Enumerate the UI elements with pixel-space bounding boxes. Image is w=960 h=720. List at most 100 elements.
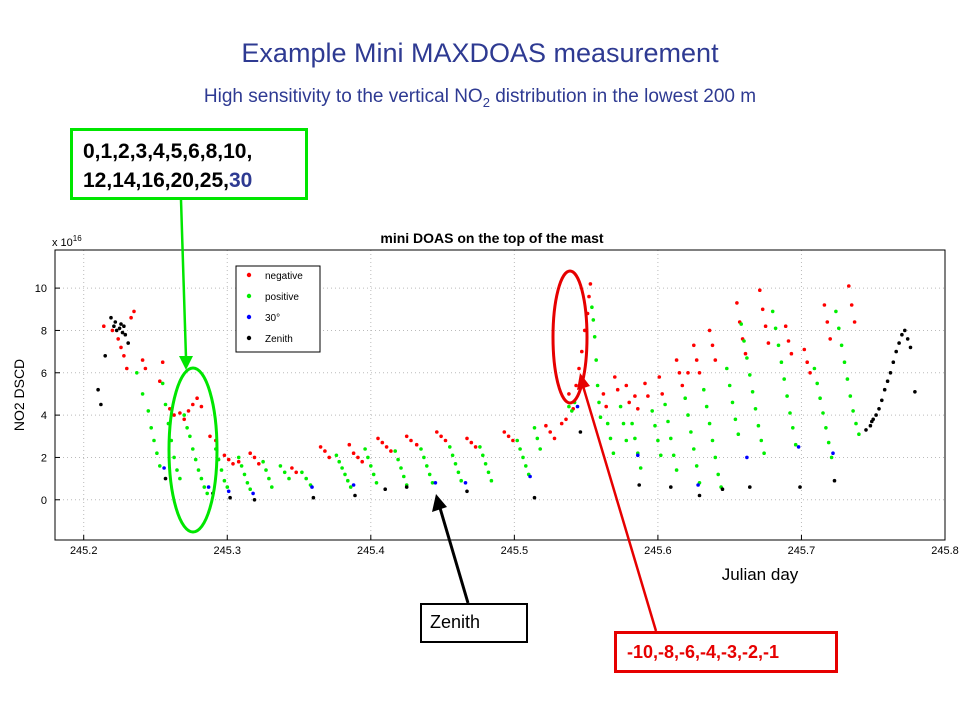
- data-point: [182, 417, 186, 422]
- data-point: [376, 436, 380, 441]
- data-point: [891, 360, 896, 365]
- legend-marker: [246, 335, 252, 341]
- data-point: [611, 451, 616, 456]
- data-point: [252, 455, 257, 460]
- data-point: [733, 417, 738, 422]
- data-point: [404, 434, 409, 439]
- data-point: [666, 419, 670, 424]
- data-points: [96, 282, 917, 502]
- data-point: [742, 339, 746, 343]
- data-point: [653, 423, 657, 428]
- data-point: [669, 436, 673, 441]
- y-tick-label: 8: [41, 325, 47, 337]
- data-point: [888, 371, 893, 375]
- data-point: [735, 301, 739, 305]
- y-tick-label: 0: [41, 495, 47, 507]
- data-point: [613, 375, 617, 379]
- data-point: [182, 413, 186, 417]
- red-callout-arrowhead: [577, 373, 590, 390]
- data-point: [188, 434, 192, 439]
- plot-frame: [54, 249, 946, 541]
- data-point: [239, 464, 244, 468]
- data-point: [825, 320, 830, 324]
- data-point: [443, 438, 448, 443]
- data-point: [677, 371, 682, 375]
- data-point: [132, 309, 136, 314]
- data-point: [506, 434, 511, 439]
- x-tick-label: 245.8: [931, 545, 959, 557]
- data-point: [832, 478, 837, 483]
- data-point: [222, 453, 227, 458]
- data-point: [716, 472, 720, 477]
- data-point: [251, 491, 255, 496]
- data-point: [146, 409, 151, 413]
- data-point: [120, 330, 125, 335]
- data-point: [671, 453, 676, 458]
- data-point: [427, 472, 432, 477]
- data-point: [580, 349, 584, 354]
- data-point: [739, 322, 743, 326]
- data-point: [193, 457, 198, 462]
- data-point: [842, 360, 847, 365]
- data-point: [660, 392, 664, 396]
- data-point: [125, 366, 129, 371]
- data-point: [117, 326, 122, 331]
- data-point: [347, 442, 352, 447]
- data-point: [414, 442, 419, 447]
- data-point: [383, 487, 388, 492]
- data-point: [753, 407, 758, 411]
- data-point: [422, 455, 426, 460]
- data-point: [782, 377, 786, 381]
- data-point: [489, 478, 494, 483]
- data-point: [122, 354, 126, 358]
- data-point: [113, 320, 118, 324]
- data-point: [564, 417, 568, 422]
- data-point: [162, 466, 166, 470]
- data-point: [854, 421, 858, 426]
- data-point: [694, 464, 699, 468]
- data-point: [103, 354, 107, 358]
- data-point: [511, 438, 515, 443]
- data-point: [152, 438, 156, 443]
- data-point: [399, 466, 403, 470]
- data-point: [913, 390, 917, 394]
- data-point: [140, 392, 145, 396]
- data-point: [694, 358, 699, 362]
- data-point: [725, 366, 729, 371]
- data-point: [155, 451, 159, 456]
- data-point: [598, 415, 603, 420]
- data-point: [502, 430, 507, 434]
- legend-marker: [246, 293, 252, 299]
- data-point: [831, 451, 835, 456]
- data-point: [340, 466, 344, 470]
- data-point: [160, 360, 165, 365]
- data-point: [195, 396, 199, 401]
- data-point: [163, 476, 168, 481]
- data-point: [686, 371, 690, 375]
- data-point: [465, 436, 469, 441]
- data-point: [374, 481, 379, 485]
- data-point: [798, 485, 802, 489]
- data-point: [894, 349, 898, 354]
- data-point: [311, 495, 316, 500]
- data-point: [435, 430, 439, 434]
- green-callout-arrowhead: [179, 356, 193, 370]
- x-tick-label: 245.4: [357, 545, 385, 557]
- data-point: [126, 341, 130, 345]
- legend-label: 30°: [265, 313, 280, 324]
- data-point: [621, 421, 626, 426]
- data-point: [478, 445, 482, 449]
- legend-label: positive: [265, 292, 299, 303]
- data-point: [578, 430, 583, 434]
- data-point: [785, 394, 789, 398]
- data-point: [839, 343, 844, 348]
- data-point: [175, 468, 179, 472]
- data-point: [205, 491, 209, 496]
- series-negative: [102, 282, 857, 475]
- y-tick-label: 4: [41, 410, 47, 422]
- data-point: [587, 294, 591, 299]
- chart-ticks: 245.2 245.3 245.4 245.5 245.6 245.7 245.8 0 2 4 6 8…: [35, 283, 959, 557]
- data-point: [384, 445, 389, 449]
- data-point: [638, 466, 643, 470]
